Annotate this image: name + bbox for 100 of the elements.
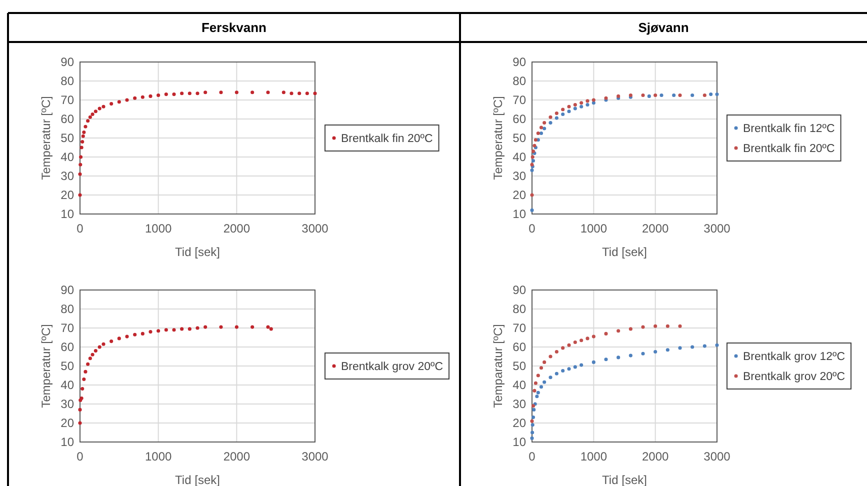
point <box>172 328 176 332</box>
point <box>102 342 106 346</box>
x-tick-label: 2000 <box>223 222 250 236</box>
point <box>80 146 84 150</box>
y-tick-label: 80 <box>512 302 526 316</box>
point <box>290 92 294 96</box>
legend-label: Brentkalk grov 20ºC <box>341 361 443 373</box>
point <box>573 106 577 110</box>
point <box>234 325 238 329</box>
point <box>539 385 544 389</box>
x-tick-label: 1000 <box>144 450 172 464</box>
point <box>266 90 270 94</box>
point <box>542 380 546 384</box>
point <box>531 416 536 420</box>
point <box>269 327 273 331</box>
y-tick-label: 90 <box>512 282 526 297</box>
point <box>567 104 571 108</box>
x-tick-label: 0 <box>528 222 536 236</box>
point <box>580 101 584 105</box>
point <box>82 130 86 134</box>
x-tick-label: 3000 <box>302 450 329 464</box>
point <box>204 325 208 329</box>
point <box>548 376 552 380</box>
x-tick-label: 1000 <box>580 450 608 464</box>
point <box>204 90 208 94</box>
x-tick-label: 2000 <box>223 450 250 464</box>
point <box>78 162 82 166</box>
y-tick-label: 40 <box>60 378 74 392</box>
y-tick-label: 30 <box>60 168 74 183</box>
y-tick-label: 80 <box>60 74 74 88</box>
point <box>88 115 92 119</box>
y-tick-label: 50 <box>512 358 526 373</box>
point <box>94 110 98 114</box>
x-tick-label: 2000 <box>642 222 670 236</box>
point <box>678 93 682 98</box>
point <box>305 92 309 96</box>
point <box>672 93 676 98</box>
point <box>110 102 114 106</box>
point <box>554 112 558 116</box>
point <box>86 119 90 123</box>
y-tick-label: 90 <box>60 54 74 69</box>
point <box>561 368 565 373</box>
y-tick-label: 40 <box>512 378 526 392</box>
y-tick-label: 50 <box>60 130 74 145</box>
point <box>580 363 584 367</box>
point <box>548 121 552 125</box>
point <box>180 92 184 96</box>
point <box>133 332 137 336</box>
point <box>219 90 223 94</box>
point <box>94 349 98 353</box>
point <box>573 340 577 344</box>
y-tick-label: 60 <box>512 340 526 354</box>
point <box>702 93 706 98</box>
point <box>140 332 144 336</box>
point <box>654 93 658 98</box>
point <box>90 112 94 116</box>
point <box>84 370 88 374</box>
point <box>554 350 558 354</box>
y-tick-label: 40 <box>60 150 74 164</box>
point <box>180 327 184 331</box>
point <box>250 325 254 329</box>
y-tick-label: 30 <box>512 396 526 411</box>
point <box>536 390 540 394</box>
point <box>148 94 152 98</box>
point <box>567 367 571 371</box>
x-tick-label: 2000 <box>642 450 670 464</box>
chart-title: Sjøvann <box>638 20 689 35</box>
point <box>561 346 565 350</box>
point <box>125 98 129 102</box>
point <box>580 338 584 342</box>
point <box>567 110 571 114</box>
point <box>90 352 94 356</box>
y-tick-label: 20 <box>60 416 74 430</box>
point <box>628 327 632 331</box>
point <box>266 325 270 329</box>
point <box>530 436 534 440</box>
point <box>196 92 200 96</box>
point <box>678 346 682 350</box>
y-tick-label: 70 <box>512 320 526 335</box>
y-tick-label: 10 <box>60 206 74 221</box>
y-tick-label: 10 <box>512 434 526 449</box>
x-axis-title: Tid [sek] <box>175 245 220 259</box>
point <box>156 93 160 98</box>
x-tick-label: 1000 <box>580 222 608 236</box>
point <box>282 90 286 94</box>
point <box>80 140 84 144</box>
point <box>715 343 719 347</box>
point <box>586 336 590 340</box>
point <box>690 345 694 349</box>
point <box>219 325 223 329</box>
point <box>88 356 92 360</box>
y-tick-label: 70 <box>60 92 74 107</box>
point <box>654 350 658 354</box>
point <box>250 90 254 94</box>
y-tick-label: 80 <box>512 74 526 88</box>
y-tick-label: 10 <box>512 206 526 221</box>
point <box>78 408 82 412</box>
point <box>561 112 565 116</box>
point <box>641 93 645 98</box>
point <box>536 374 540 378</box>
